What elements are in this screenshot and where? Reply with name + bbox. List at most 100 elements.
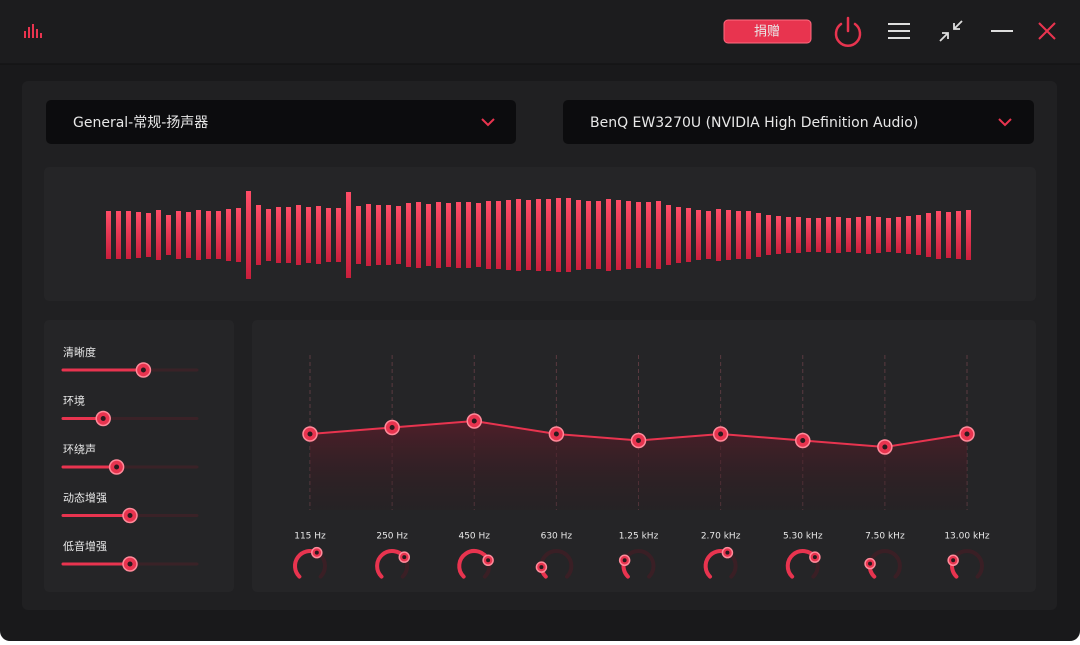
slider-knob-dot xyxy=(114,464,120,470)
wave-bar xyxy=(176,211,181,259)
eq-point-dot xyxy=(800,438,806,443)
band-label: 7.50 kHz xyxy=(865,532,905,542)
eq-point-dot xyxy=(718,431,724,437)
band-label: 450 Hz xyxy=(458,532,490,542)
wave-bar xyxy=(226,209,231,261)
knob-arc xyxy=(457,549,491,579)
knob-arc xyxy=(375,549,407,579)
wave-bar xyxy=(606,199,611,271)
band-label: 630 Hz xyxy=(541,532,573,542)
slider-label: 动态增强 xyxy=(63,491,107,505)
wave-bar xyxy=(186,212,191,258)
knob-handle-dot xyxy=(402,555,407,560)
wave-bar xyxy=(666,205,671,265)
wave-bar xyxy=(576,200,581,270)
eq-point-dot xyxy=(389,425,395,430)
wave-bar xyxy=(256,205,261,265)
menu-button[interactable] xyxy=(888,23,910,39)
knob-handle-dot xyxy=(725,550,730,555)
wave-bar xyxy=(326,208,331,262)
wave-bar xyxy=(266,209,271,261)
wave-bar xyxy=(396,206,401,264)
band-label: 250 Hz xyxy=(376,532,408,542)
device-dropdown[interactable] xyxy=(563,100,1034,144)
wave-bar xyxy=(296,205,301,265)
wave-bar xyxy=(866,216,871,254)
wave-bar xyxy=(406,203,411,267)
wave-bar xyxy=(836,217,841,253)
band-label: 1.25 kHz xyxy=(619,532,659,542)
wave-bar xyxy=(586,201,591,269)
wave-bar xyxy=(466,202,471,268)
knob-handle-dot xyxy=(486,558,491,563)
donate-button[interactable] xyxy=(723,19,812,44)
wave-bar xyxy=(456,202,461,268)
wave-bar xyxy=(536,199,541,271)
knob-handle-dot xyxy=(951,558,956,563)
wave-bar xyxy=(136,212,141,258)
wave-bar xyxy=(886,218,891,252)
wave-bar xyxy=(476,203,481,267)
wave-bar xyxy=(246,191,251,279)
wave-bar xyxy=(116,211,121,259)
wave-bar xyxy=(206,211,211,259)
title-bar xyxy=(0,0,1080,64)
wave-bar xyxy=(896,217,901,253)
wave-bar xyxy=(726,210,731,260)
wave-bar xyxy=(786,217,791,253)
wave-bar xyxy=(756,213,761,257)
wave-bar xyxy=(196,210,201,260)
enhancer-panel xyxy=(44,320,234,592)
wave-bar xyxy=(936,211,941,259)
wave-bar xyxy=(336,208,341,262)
wave-bar xyxy=(106,211,111,259)
wave-bar xyxy=(436,202,441,268)
wave-bar xyxy=(306,207,311,263)
wave-bar xyxy=(166,215,171,255)
wave-bar xyxy=(616,200,621,270)
wave-bar xyxy=(546,199,551,271)
wave-bar xyxy=(876,217,881,253)
eq-point-dot xyxy=(307,431,313,437)
knob-handle-dot xyxy=(314,550,319,555)
wave-bar xyxy=(626,201,631,269)
wave-bar xyxy=(526,200,531,270)
dropdown-label: BenQ EW3270U (NVIDIA High Definition Aud… xyxy=(590,115,918,131)
eq-point-dot xyxy=(964,431,970,437)
wave-bar xyxy=(356,206,361,264)
wave-bar xyxy=(216,211,221,259)
wave-bar xyxy=(646,202,651,268)
wave-bar xyxy=(796,217,801,253)
wave-bar xyxy=(126,211,131,259)
wave-bar xyxy=(426,204,431,266)
slider-label: 低音增强 xyxy=(63,539,107,553)
power-button[interactable] xyxy=(834,16,862,47)
close-button[interactable] xyxy=(1038,22,1056,40)
dropdown-label: General-常规-扬声器 xyxy=(73,115,208,131)
wave-bar xyxy=(146,213,151,257)
wave-bar xyxy=(916,215,921,255)
knob-handle-dot xyxy=(868,561,873,566)
slider-knob-dot xyxy=(127,513,133,518)
logo xyxy=(24,24,42,38)
wave-bar xyxy=(736,211,741,259)
wave-bar xyxy=(656,201,661,269)
wave-bar xyxy=(816,218,821,252)
eq-point-dot xyxy=(882,444,888,450)
wave-bar xyxy=(696,210,701,260)
slider-knob-dot xyxy=(140,367,146,373)
knob-handle-dot xyxy=(622,558,627,563)
eq-point-dot xyxy=(636,438,641,443)
wave-bar xyxy=(236,208,241,262)
eq-point-dot xyxy=(471,418,477,424)
preset-dropdown[interactable] xyxy=(46,100,516,144)
compact-button[interactable] xyxy=(939,20,963,42)
wave-bar xyxy=(846,218,851,252)
wave-bar xyxy=(376,205,381,265)
band-label: 5.30 kHz xyxy=(783,532,823,542)
donate-label: 捐赠 xyxy=(754,25,780,40)
wave-bar xyxy=(636,202,641,268)
wave-bar xyxy=(906,216,911,254)
wave-bar xyxy=(926,213,931,257)
